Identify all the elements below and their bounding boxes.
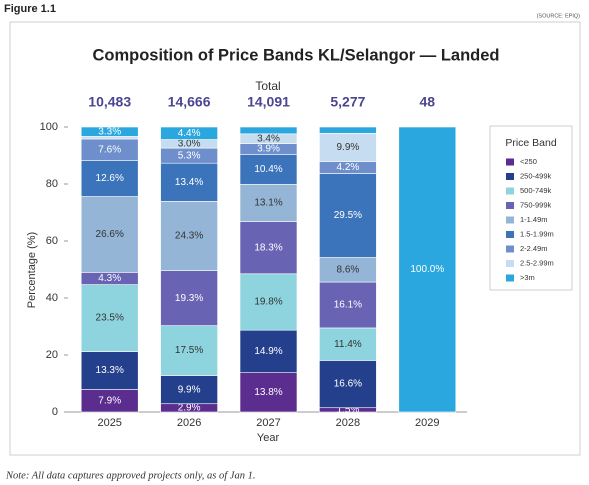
bar-segment (80, 351, 139, 390)
segment-label: 14.9% (254, 346, 282, 357)
bar-segment (160, 375, 218, 405)
segment-label: 19.3% (175, 293, 203, 304)
legend-title: Price Band (505, 137, 557, 149)
segment-label: 12.6% (96, 173, 124, 184)
bar-segment (319, 327, 377, 361)
bar-segment (319, 360, 377, 409)
legend-label: 2.5-2.99m (520, 258, 554, 267)
segment-label: 13.1% (254, 198, 282, 209)
segment-label: 7.9% (98, 395, 121, 406)
chart-title: Composition of Price Bands KL/Selangor —… (92, 46, 499, 64)
y-tick-label: 0 (52, 406, 58, 418)
segment-label: 4.3% (98, 273, 121, 284)
segment-label: 17.5% (175, 345, 203, 356)
bar-segment (319, 257, 377, 283)
legend-label: 1-1.49m (520, 215, 548, 224)
bar-segment (239, 126, 298, 135)
legend-swatch (506, 173, 514, 180)
segment-label: 16.1% (334, 300, 362, 311)
segment-label: 9.9% (178, 384, 201, 395)
segment-label: 11.4% (334, 339, 362, 350)
bar-segment (239, 183, 298, 222)
total-value: 48 (420, 94, 436, 110)
segment-label: 29.5% (334, 210, 362, 221)
x-tick-label: 2025 (97, 417, 121, 429)
segment-label: 16.6% (334, 379, 362, 390)
y-tick-label: 20 (46, 349, 58, 361)
bar-segment (160, 270, 218, 326)
legend-label: 2-2.49m (520, 244, 548, 253)
legend-swatch (506, 260, 514, 267)
total-value: 5,277 (330, 94, 365, 110)
segment-label: 4.2% (337, 162, 360, 173)
segment-label: 3.3% (98, 126, 121, 137)
y-tick-label: 60 (46, 235, 58, 247)
total-value: 10,483 (88, 94, 131, 110)
segment-label: 24.3% (175, 231, 203, 242)
x-axis-label: Year (257, 432, 280, 444)
x-tick-label: 2026 (177, 417, 201, 429)
bar-segment (160, 325, 218, 376)
bar-segment (80, 126, 139, 137)
segment-label: 18.3% (254, 242, 282, 253)
y-tick-label: 100 (40, 121, 58, 133)
legend-swatch (506, 202, 514, 209)
bar-segment (80, 284, 139, 352)
y-tick-label: 80 (46, 178, 58, 190)
legend-swatch (506, 158, 514, 166)
x-tick-label: 2028 (336, 417, 360, 429)
segment-label: 7.6% (98, 144, 121, 155)
legend-box (489, 125, 573, 291)
bar-segment (239, 154, 298, 185)
x-tick-label: 2029 (415, 417, 439, 429)
legend-label: 1.5-1.99m (520, 229, 554, 238)
total-value: 14,666 (168, 94, 211, 110)
source: (SOURCE: EPIQ) (537, 13, 581, 19)
legend-swatch (506, 187, 514, 195)
segment-label: 3.9% (257, 144, 280, 155)
segment-label: 19.8% (254, 297, 282, 308)
figure-label: Figure 1.1 (4, 3, 56, 15)
segment-label: 10.4% (254, 164, 282, 175)
bar-segment (160, 126, 218, 140)
legend-label: >3m (520, 273, 535, 282)
segment-label: 2.9% (178, 403, 201, 414)
x-tick-label: 2027 (256, 417, 280, 429)
segment-label: 4.4% (178, 128, 201, 139)
segment-label: 5.3% (178, 150, 201, 161)
total-value: 14,091 (247, 94, 290, 110)
segment-label: 1.5% (337, 405, 360, 416)
segment-label: 9.9% (337, 142, 360, 153)
legend-swatch (506, 245, 514, 253)
segment-label: 23.5% (96, 313, 124, 324)
totals-label: Total (255, 79, 280, 93)
legend-swatch (506, 231, 514, 238)
segment-label: 8.6% (337, 264, 360, 275)
legend-label: 250-499k (520, 171, 552, 180)
bar-segment (239, 221, 298, 275)
bar-segment (319, 126, 377, 134)
y-axis-label: Percentage (%) (26, 232, 38, 308)
legend-swatch (506, 274, 514, 282)
bar-segment (160, 201, 218, 271)
note: Note: All data captures approved project… (5, 470, 255, 481)
legend-label: <250 (520, 157, 537, 166)
segment-label: 100.0% (410, 264, 444, 275)
bar-segment (80, 196, 139, 273)
segment-label: 13.4% (175, 177, 203, 188)
segment-label: 3.0% (178, 138, 201, 149)
segment-label: 26.6% (96, 229, 124, 240)
bar-segment (319, 173, 377, 258)
bar-segment (398, 126, 457, 413)
bar-segment (239, 372, 298, 413)
legend-swatch (506, 216, 514, 224)
segment-label: 3.4% (257, 133, 280, 144)
segment-label: 13.3% (96, 365, 124, 376)
legend-label: 750-999k (520, 200, 552, 209)
y-tick-label: 40 (46, 292, 58, 304)
segment-label: 13.8% (254, 387, 282, 398)
bar-segment (80, 160, 139, 197)
legend-label: 500-749k (520, 186, 552, 195)
